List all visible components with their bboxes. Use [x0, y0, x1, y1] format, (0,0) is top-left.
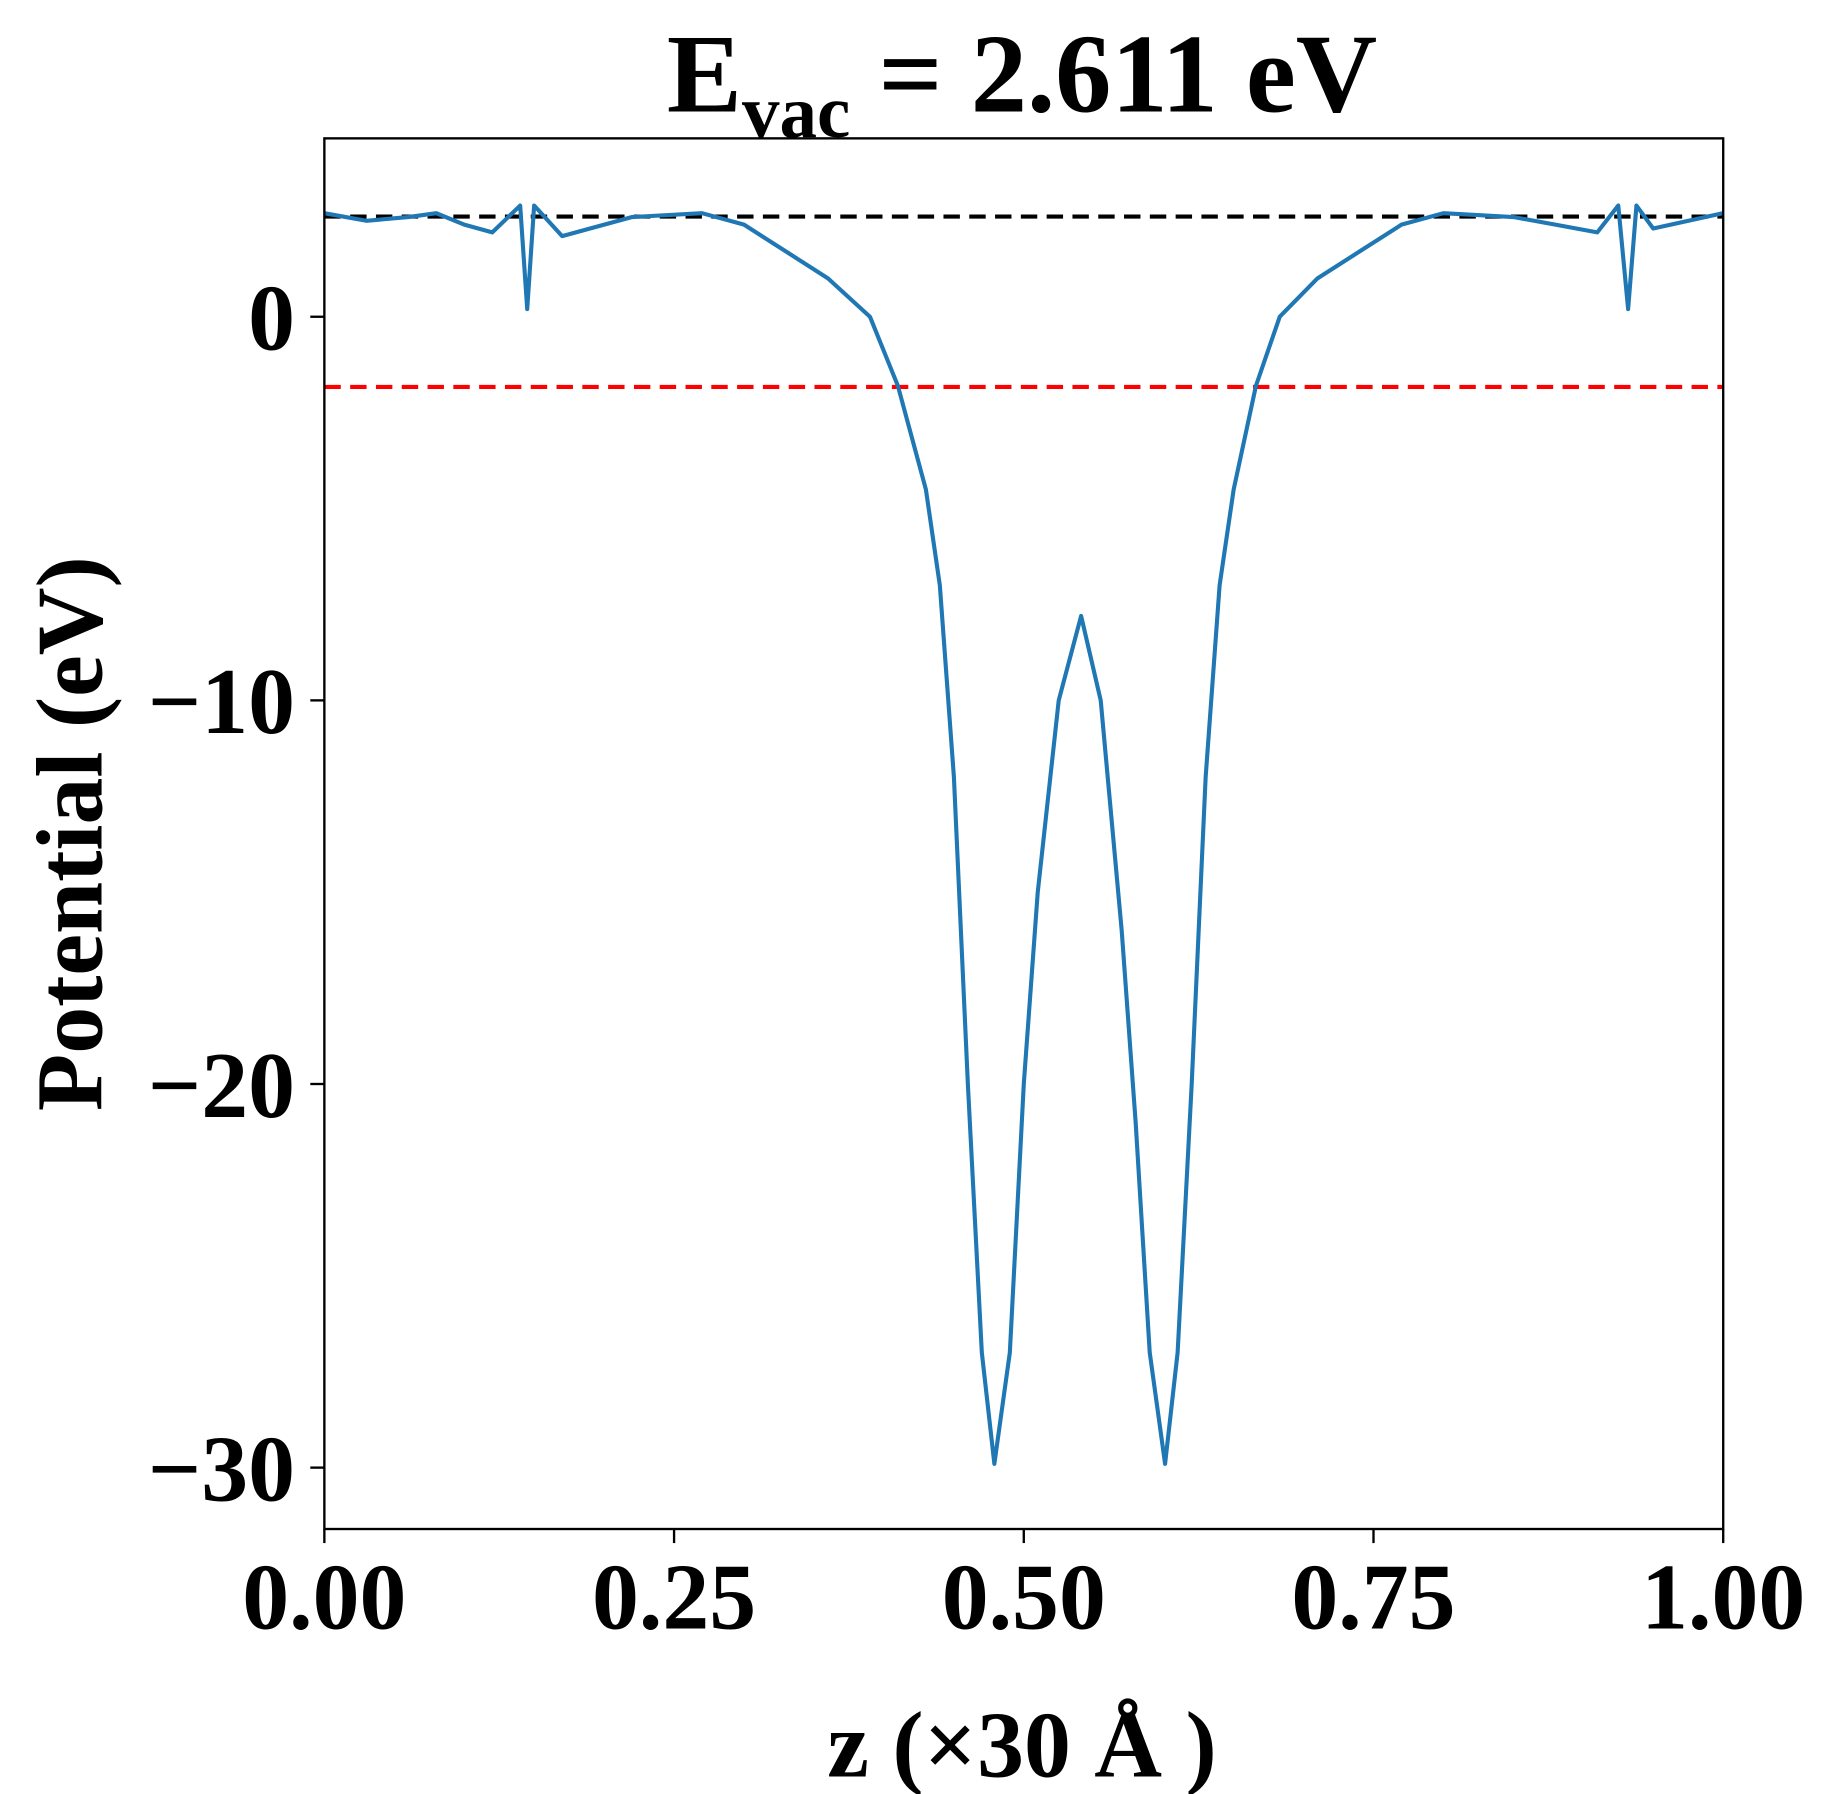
plot-frame: [323, 137, 1725, 1531]
data-line: [323, 203, 1724, 1466]
x-tick-label: 0.75: [1291, 1546, 1455, 1650]
x-tick-label: 0.50: [942, 1546, 1106, 1650]
title-main: E: [667, 12, 742, 136]
x-tick-label: 1.00: [1641, 1546, 1805, 1650]
chart-title: Evac = 2.611 eV: [667, 12, 1377, 154]
title-rest: = 2.611 eV: [850, 12, 1377, 136]
title-sub: vac: [742, 71, 850, 154]
y-tick-label: −20: [148, 1034, 295, 1138]
y-tick-label: −30: [148, 1417, 295, 1521]
y-tick-label: 0: [248, 267, 295, 371]
y-axis-label: Potential (eV): [19, 556, 123, 1111]
x-axis-label: z (×30 Å ): [827, 1693, 1216, 1794]
x-tick-label: 0.00: [242, 1546, 406, 1650]
y-tick-label: −10: [148, 650, 295, 754]
x-tick-label: 0.25: [592, 1546, 756, 1650]
